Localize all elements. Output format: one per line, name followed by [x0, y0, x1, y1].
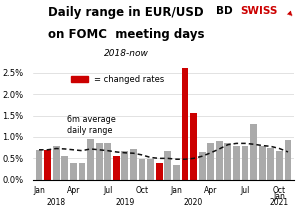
Bar	[242, 146, 248, 180]
Bar	[233, 146, 240, 180]
Bar	[44, 150, 51, 180]
Text: ▶: ▶	[286, 10, 293, 18]
Bar	[122, 151, 128, 180]
Text: 6m average
daily range: 6m average daily range	[67, 115, 116, 135]
Bar	[224, 143, 231, 180]
Bar	[53, 146, 60, 180]
Bar	[139, 159, 145, 180]
Text: on FOMC  meeting days: on FOMC meeting days	[48, 28, 204, 41]
Bar	[207, 143, 214, 180]
Bar	[190, 113, 197, 180]
Bar	[250, 124, 257, 180]
Text: SWISS: SWISS	[240, 6, 278, 16]
Bar	[276, 151, 283, 180]
Bar	[267, 148, 274, 180]
Bar	[285, 140, 291, 180]
Legend: = changed rates: = changed rates	[71, 75, 165, 84]
Bar	[70, 163, 77, 180]
Bar	[113, 156, 120, 180]
Bar	[130, 149, 137, 180]
Bar	[104, 143, 111, 180]
Bar	[216, 141, 223, 180]
Bar	[199, 152, 206, 180]
Bar	[87, 139, 94, 180]
Text: Jan: Jan	[274, 192, 285, 201]
Text: 2020: 2020	[184, 198, 203, 207]
Bar	[96, 143, 103, 180]
Bar	[259, 146, 266, 180]
Bar	[182, 30, 188, 180]
Bar	[164, 151, 171, 180]
Bar	[36, 150, 42, 180]
Text: BD: BD	[216, 6, 232, 16]
Bar	[79, 163, 86, 180]
Text: 2018: 2018	[46, 198, 66, 207]
Bar	[61, 156, 68, 180]
Text: 2019: 2019	[115, 198, 134, 207]
Text: 2018-now: 2018-now	[103, 49, 148, 58]
Bar	[173, 165, 180, 180]
Text: Daily range in EUR/USD: Daily range in EUR/USD	[48, 6, 204, 19]
Text: 2021: 2021	[270, 198, 289, 207]
Bar	[147, 159, 154, 180]
Bar	[156, 163, 163, 180]
